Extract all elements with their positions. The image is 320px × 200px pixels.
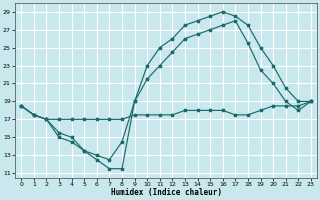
- X-axis label: Humidex (Indice chaleur): Humidex (Indice chaleur): [111, 188, 221, 197]
